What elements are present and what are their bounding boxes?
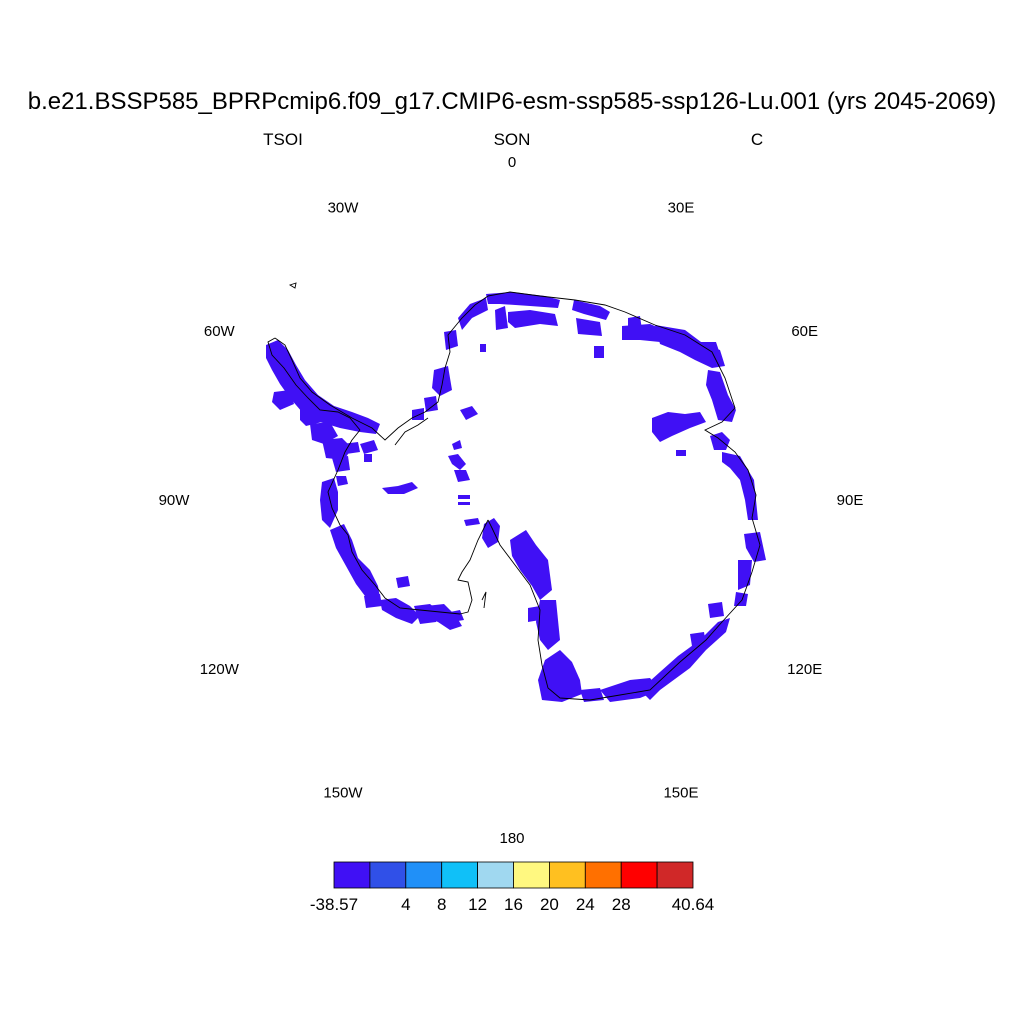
colorbar-label: 28	[612, 895, 631, 914]
colorbar-box	[620, 861, 658, 889]
data-cell-region	[508, 310, 558, 328]
data-cell-region	[412, 408, 424, 420]
data-cell-region	[364, 454, 372, 462]
data-cell-region	[330, 524, 380, 600]
coastline-marie-byrd	[327, 429, 461, 615]
south-orkney-island	[288, 282, 297, 289]
lon-label-30w: 30W	[328, 199, 360, 216]
data-cell-region	[510, 530, 552, 600]
data-cell-region	[450, 610, 464, 622]
lon-label-30e: 30E	[668, 199, 695, 216]
data-cell-region	[536, 600, 560, 650]
data-cell-region	[396, 576, 410, 588]
data-cell-region	[266, 340, 380, 434]
data-cell-region	[572, 300, 610, 320]
colorbar-label: 20	[540, 895, 559, 914]
data-cell-region	[528, 606, 540, 622]
lon-label-150e: 150E	[663, 785, 698, 802]
data-cell-region	[320, 478, 338, 528]
lon-label-120w: 120W	[200, 661, 240, 678]
variable-label: TSOI	[263, 130, 303, 149]
data-cell-region	[332, 456, 350, 472]
season-label: SON	[493, 130, 531, 149]
data-cell-region	[722, 452, 758, 520]
data-cell-region	[622, 324, 664, 342]
lon-label-180: 180	[499, 830, 524, 847]
lon-label-60w: 60W	[204, 323, 236, 340]
data-cell-region	[426, 604, 462, 630]
data-cell-region	[424, 396, 438, 412]
data-cell-region	[300, 406, 322, 426]
coastline-peninsula-east	[274, 295, 489, 441]
plot-title: b.e21.BSSP585_BPRPcmip6.f09_g17.CMIP6-es…	[27, 88, 997, 115]
colorbar-label: 16	[504, 895, 523, 914]
colorbar-label: -38.57	[310, 895, 358, 914]
data-cell-region	[336, 476, 348, 486]
data-cells	[266, 292, 766, 702]
lon-label-60e: 60E	[791, 323, 818, 340]
coastline-ross-inner	[481, 591, 487, 609]
data-cell-region	[432, 366, 452, 396]
data-cell-region	[382, 482, 418, 494]
data-cell-region	[448, 454, 466, 470]
lon-label-150w: 150W	[323, 785, 363, 802]
lon-label-90w: 90W	[159, 492, 191, 509]
data-cell-region	[594, 346, 604, 358]
colorbar-box	[441, 861, 479, 889]
colorbar-label: 4	[401, 895, 410, 914]
data-cell-region	[458, 495, 470, 499]
data-cell-region	[342, 442, 360, 454]
coastline-ross-front	[457, 519, 489, 615]
data-cell-region	[458, 502, 470, 505]
data-cell-region	[360, 440, 378, 454]
data-cell-region	[460, 406, 478, 420]
data-cell-region	[444, 330, 458, 350]
colorbar-box	[369, 861, 407, 889]
lon-label-120e: 120E	[787, 661, 822, 678]
units-label: C	[750, 130, 764, 149]
coastline	[267, 282, 761, 701]
colorbar-label: 8	[437, 895, 446, 914]
data-cell-region	[676, 450, 686, 456]
lon-label-90e: 90E	[837, 492, 864, 509]
data-cell-region	[480, 344, 486, 352]
data-cell-region	[576, 318, 602, 336]
colorbar-box	[584, 861, 622, 889]
data-cell-region	[495, 306, 508, 330]
colorbar-box	[405, 861, 443, 889]
data-cell-region	[706, 370, 736, 422]
data-cell-region	[452, 440, 462, 450]
lon-label-0: 0	[508, 154, 516, 171]
data-cell-region	[734, 592, 748, 606]
data-cell-region	[464, 518, 480, 526]
coastline-ronne-front	[394, 417, 429, 446]
data-cell-region	[482, 518, 500, 548]
colorbar-box	[549, 861, 586, 889]
data-cell-region	[454, 470, 470, 482]
colorbar-box	[513, 861, 550, 889]
colorbar-box	[656, 861, 694, 889]
longitude-labels: 0 30E 60E 90E 120E 150E 180 150W 120W 90W 60W 30W	[159, 154, 864, 847]
data-cell-region	[380, 598, 420, 624]
data-cell-region	[738, 560, 752, 590]
data-cell-region	[708, 602, 724, 618]
colorbar: -38.57 4 8 12 16 20 24 28 40.64	[310, 861, 715, 914]
colorbar-label: 12	[468, 895, 487, 914]
data-cell-region	[364, 594, 382, 608]
colorbar-box	[477, 861, 514, 889]
colorbar-label: 24	[576, 895, 595, 914]
data-cell-region	[744, 532, 766, 562]
colorbar-label: 40.64	[672, 895, 715, 914]
data-cell-region	[458, 298, 488, 330]
coastline-peninsula-west	[267, 337, 361, 431]
coastline-east-antarctica	[487, 291, 761, 701]
data-cell-region	[310, 422, 338, 444]
data-cell-region	[272, 390, 294, 410]
data-cell-region	[652, 412, 706, 442]
colorbar-box	[333, 861, 371, 889]
